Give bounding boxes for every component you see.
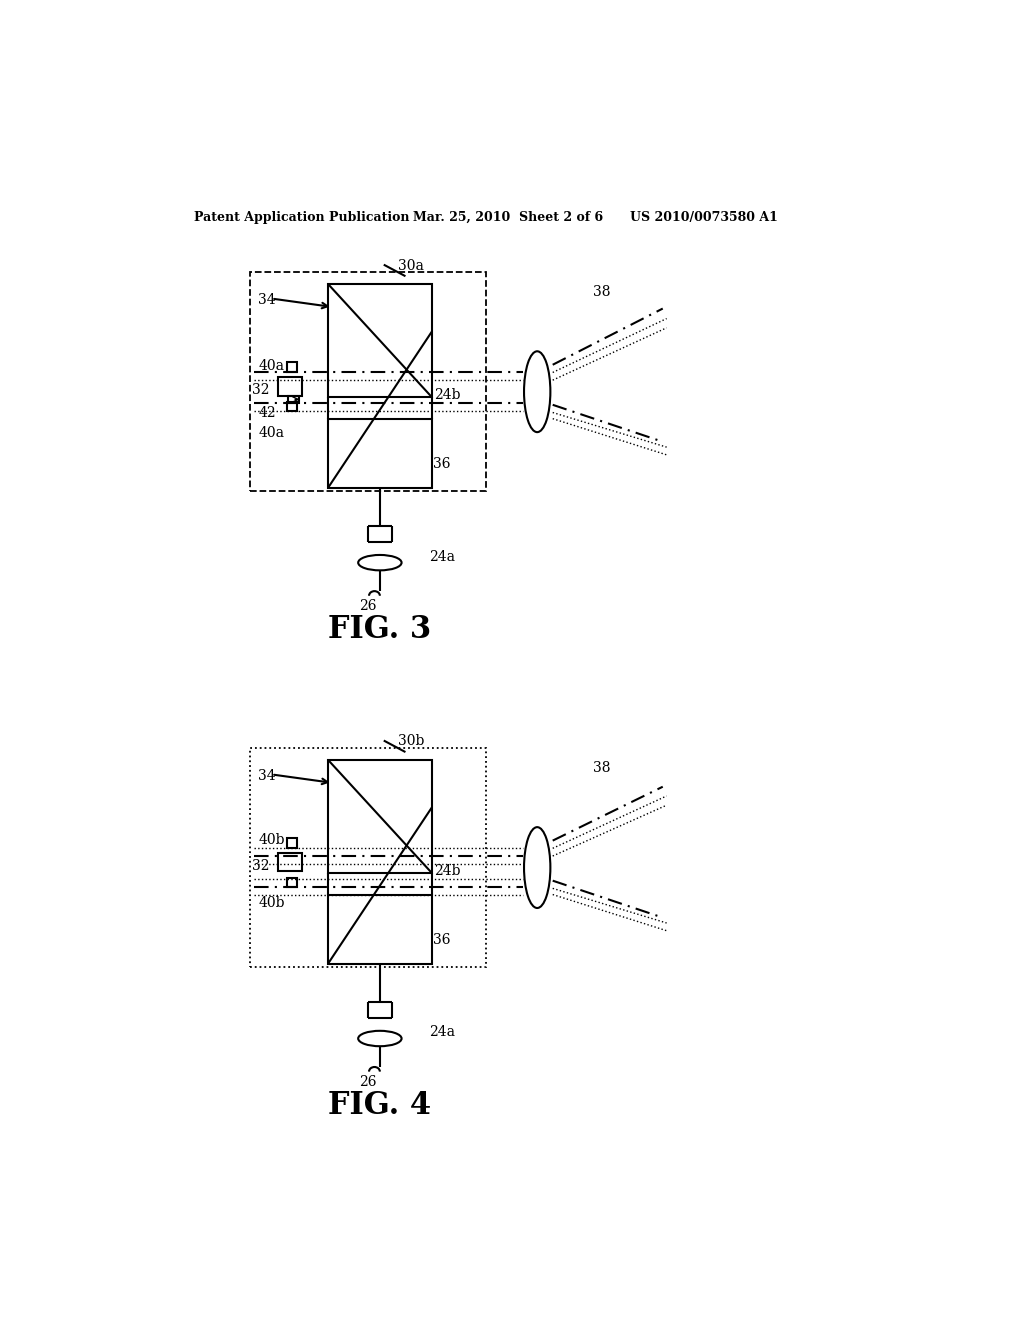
Bar [287,838,297,849]
Bar [328,760,432,873]
Text: 26: 26 [359,1074,377,1089]
Text: 30b: 30b [397,734,424,748]
Bar [278,853,302,871]
Text: 42: 42 [258,407,275,420]
Text: Mar. 25, 2010  Sheet 2 of 6: Mar. 25, 2010 Sheet 2 of 6 [414,211,603,224]
Text: 40b: 40b [258,833,285,847]
Text: 34: 34 [258,293,275,308]
Text: 24b: 24b [434,388,461,401]
Text: 24a: 24a [429,1026,455,1039]
Bar [328,418,432,488]
Text: 36: 36 [432,933,451,946]
Bar [328,895,432,964]
Text: 36: 36 [432,457,451,471]
Bar [287,363,297,372]
Text: US 2010/0073580 A1: US 2010/0073580 A1 [630,211,778,224]
Text: 32: 32 [252,383,269,397]
Bar [289,396,299,404]
Text: 40a: 40a [258,359,285,372]
Bar [278,378,302,396]
Text: 24b: 24b [434,863,461,878]
Text: 38: 38 [593,285,610,300]
Text: 32: 32 [252,859,269,873]
Text: 40a: 40a [258,426,285,441]
Text: 34: 34 [258,770,275,783]
Text: 26: 26 [359,599,377,612]
Text: FIG. 4: FIG. 4 [329,1090,431,1121]
Text: 30a: 30a [397,259,424,272]
Bar [251,748,486,966]
Text: FIG. 3: FIG. 3 [329,614,431,645]
Text: 24a: 24a [429,549,455,564]
Text: 40b: 40b [258,896,285,909]
Text: Patent Application Publication: Patent Application Publication [194,211,410,224]
Bar [251,272,486,491]
Bar [287,401,297,411]
Bar [328,284,432,397]
Bar [287,878,297,887]
Text: 38: 38 [593,762,610,775]
